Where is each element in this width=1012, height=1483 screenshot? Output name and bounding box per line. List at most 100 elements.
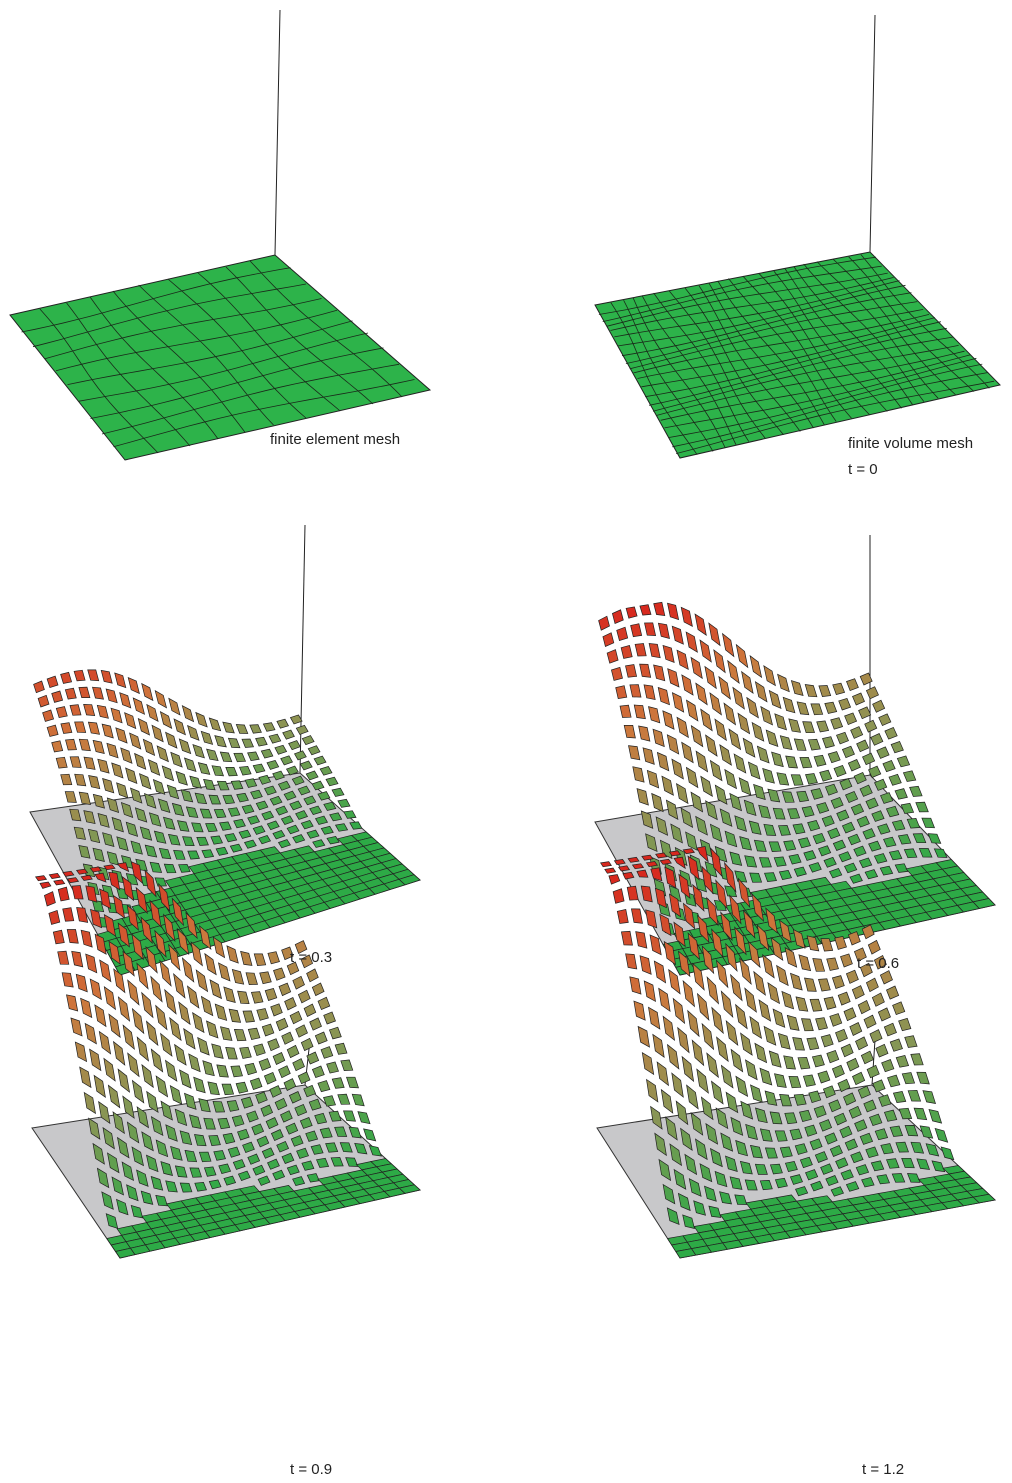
- cell: [166, 732, 177, 748]
- cell: [649, 644, 660, 658]
- cell: [733, 687, 745, 709]
- cell: [710, 693, 722, 715]
- caption: finite volume mesh: [848, 435, 973, 452]
- cell: [621, 645, 632, 658]
- cell: [691, 726, 703, 747]
- cell: [601, 862, 612, 867]
- cell: [290, 715, 302, 724]
- cell: [846, 970, 858, 983]
- cell: [853, 1072, 865, 1085]
- cell: [707, 977, 718, 1004]
- cell: [661, 1090, 673, 1113]
- cell: [219, 963, 231, 981]
- cell: [712, 1081, 724, 1104]
- cell: [212, 1044, 224, 1059]
- cell: [731, 1049, 743, 1071]
- cell: [850, 1023, 862, 1036]
- cell: [220, 752, 232, 762]
- cell: [883, 760, 895, 771]
- cell: [147, 1021, 158, 1045]
- cell: [777, 773, 789, 785]
- cell: [799, 955, 811, 971]
- cell: [324, 1012, 336, 1024]
- cell: [810, 999, 822, 1011]
- cell: [905, 1036, 917, 1048]
- cell: [836, 1029, 848, 1042]
- cell: [171, 752, 182, 767]
- cell: [668, 1045, 679, 1069]
- cell: [241, 951, 252, 965]
- cell: [61, 672, 72, 683]
- cell: [634, 705, 645, 719]
- cell: [308, 746, 320, 755]
- cell: [741, 1033, 753, 1055]
- cell: [223, 722, 235, 733]
- cell: [856, 1037, 868, 1050]
- cell: [701, 776, 713, 796]
- cell: [626, 665, 637, 678]
- cell: [834, 765, 846, 776]
- cell: [79, 739, 90, 751]
- cell: [751, 1085, 763, 1102]
- cell: [347, 1077, 359, 1088]
- cell: [287, 1045, 299, 1057]
- cell: [624, 725, 635, 738]
- cell: [318, 1081, 330, 1092]
- cell: [209, 718, 220, 731]
- cell: [738, 713, 750, 733]
- cell: [626, 607, 637, 618]
- cell: [234, 753, 246, 762]
- cell: [682, 742, 694, 762]
- cell: [128, 1053, 139, 1076]
- cell: [755, 1043, 767, 1062]
- cell: [785, 948, 797, 967]
- cell: [285, 998, 297, 1011]
- cell: [79, 687, 90, 698]
- cell: [84, 704, 95, 715]
- cell: [289, 741, 301, 750]
- cell: [777, 966, 789, 986]
- cell: [160, 712, 171, 729]
- cell: [739, 778, 751, 795]
- cell: [298, 1072, 310, 1084]
- cell: [352, 1094, 364, 1106]
- cell: [616, 686, 627, 699]
- cell: [636, 932, 647, 949]
- cell: [876, 1044, 888, 1057]
- cell: [644, 981, 655, 1001]
- cell: [236, 725, 248, 734]
- cell: [137, 1037, 148, 1061]
- cell: [859, 707, 871, 719]
- cell: [262, 1024, 274, 1036]
- cell: [692, 1040, 704, 1065]
- cell: [250, 725, 262, 734]
- cell: [268, 952, 280, 964]
- cell: [649, 707, 660, 723]
- cell: [673, 999, 684, 1024]
- cell: [769, 691, 781, 709]
- cell: [807, 1038, 819, 1050]
- cell: [929, 1110, 942, 1124]
- cell: [857, 740, 869, 752]
- cell: [700, 640, 711, 662]
- cell: [750, 656, 762, 678]
- cell: [764, 1026, 776, 1045]
- cell: [341, 1060, 353, 1071]
- cell: [358, 1112, 370, 1124]
- caption: t = 1.2: [862, 1461, 904, 1478]
- cell: [669, 970, 680, 994]
- cell: [248, 1028, 260, 1040]
- cell: [63, 908, 74, 922]
- cell: [702, 1024, 714, 1050]
- cell: [189, 1054, 201, 1072]
- cell: [282, 1032, 294, 1044]
- cell: [94, 1075, 105, 1097]
- cell: [240, 766, 252, 775]
- cell: [891, 741, 903, 752]
- cell: [56, 707, 67, 718]
- cell: [229, 1009, 241, 1022]
- cell: [888, 1075, 900, 1087]
- cell: [783, 697, 795, 713]
- cell: [698, 994, 709, 1020]
- cell: [271, 1004, 283, 1016]
